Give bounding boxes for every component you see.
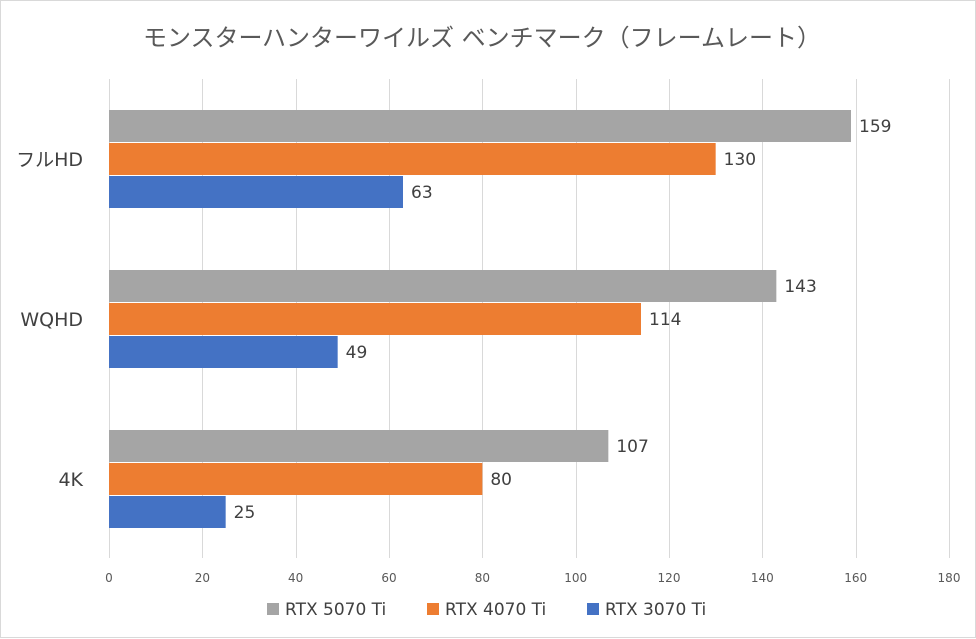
category-label: WQHD (20, 309, 83, 331)
bar (109, 463, 483, 495)
data-label: 114 (649, 310, 681, 330)
legend-swatch (587, 603, 599, 615)
bar (109, 143, 716, 175)
data-label: 63 (411, 183, 433, 203)
x-tick-label: 20 (195, 571, 210, 585)
x-tick-label: 100 (564, 571, 587, 585)
data-label: 25 (234, 503, 256, 523)
legend-label: RTX 5070 Ti (285, 600, 386, 620)
category-label: フルHD (16, 149, 83, 171)
category-labels: フルHD WQHD 4K (16, 149, 83, 491)
bar (109, 110, 851, 142)
legend-swatch (427, 603, 439, 615)
bar (109, 496, 226, 528)
x-tick-label: 0 (105, 571, 113, 585)
data-label: 80 (490, 470, 512, 490)
bar (109, 430, 609, 462)
chart-title: モンスターハンターワイルズ ベンチマーク（フレームレート） (143, 24, 821, 52)
legend-swatch (267, 603, 279, 615)
data-label: 159 (859, 117, 891, 137)
data-labels: 159 130 63 143 114 49 107 80 25 (234, 117, 892, 523)
bar (109, 336, 338, 368)
bars (109, 110, 851, 528)
x-tick-label: 60 (381, 571, 396, 585)
bar (109, 303, 641, 335)
data-label: 107 (616, 437, 648, 457)
legend: RTX 5070 Ti RTX 4070 Ti RTX 3070 Ti (267, 600, 706, 620)
legend-label: RTX 3070 Ti (605, 600, 706, 620)
bar (109, 176, 403, 208)
x-tick-label: 140 (751, 571, 774, 585)
x-axis-ticks: 0 20 40 60 80 100 120 140 160 180 (105, 571, 960, 585)
x-tick-label: 120 (658, 571, 681, 585)
x-tick-label: 80 (475, 571, 490, 585)
x-tick-label: 180 (938, 571, 961, 585)
legend-label: RTX 4070 Ti (445, 600, 546, 620)
data-label: 49 (346, 343, 368, 363)
bar (109, 270, 777, 302)
x-tick-label: 160 (844, 571, 867, 585)
data-label: 143 (784, 277, 816, 297)
x-tick-label: 40 (288, 571, 303, 585)
category-label: 4K (58, 469, 83, 491)
data-label: 130 (724, 150, 756, 170)
